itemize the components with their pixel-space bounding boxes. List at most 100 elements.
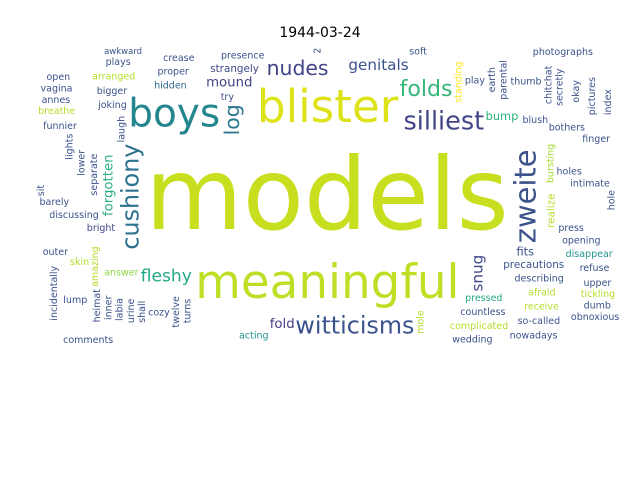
word-vagina: vagina bbox=[41, 84, 73, 95]
chart-title: 1944-03-24 bbox=[279, 25, 361, 41]
word-answer: answer bbox=[104, 268, 138, 279]
word-lights: lights bbox=[65, 134, 76, 160]
word-opening: opening bbox=[562, 235, 600, 246]
word-separate: separate bbox=[89, 154, 100, 196]
word-wedding: wedding bbox=[452, 334, 492, 345]
word-chitchat: chitchat bbox=[544, 65, 555, 104]
word-joking: joking bbox=[97, 100, 127, 111]
word-lump: lump bbox=[63, 295, 87, 306]
word-discussing: discussing bbox=[49, 210, 98, 221]
word-precautions: precautions bbox=[503, 259, 564, 271]
word-zweite: zweite bbox=[508, 149, 542, 243]
word-parental: parental bbox=[499, 60, 510, 100]
word-pressed: pressed bbox=[465, 293, 502, 304]
word-boys: boys bbox=[128, 91, 220, 136]
word-presence: presence bbox=[221, 50, 265, 61]
word-so-called: so-called bbox=[518, 316, 561, 327]
word-disappear: disappear bbox=[566, 249, 613, 260]
word-laugh: laugh bbox=[116, 116, 127, 143]
word-try: try bbox=[221, 92, 235, 103]
word-blister: blister bbox=[257, 80, 399, 133]
word-awkward: awkward bbox=[104, 47, 142, 57]
word-soft: soft bbox=[409, 47, 427, 58]
word-holes: holes bbox=[557, 166, 582, 177]
word-witticisms: witticisms bbox=[295, 311, 414, 339]
word-complicated: complicated bbox=[450, 321, 508, 332]
word-turns: turns bbox=[182, 299, 193, 324]
word-bursting: bursting bbox=[546, 144, 557, 183]
word-2: 2 bbox=[312, 48, 323, 54]
word-incidentally: incidentally bbox=[49, 265, 60, 320]
word-genitals: genitals bbox=[348, 56, 408, 74]
word-refuse: refuse bbox=[580, 263, 610, 274]
word-meaningful: meaningful bbox=[195, 256, 459, 310]
word-urine: urine bbox=[126, 299, 137, 324]
word-finger: finger bbox=[582, 134, 610, 145]
word-realize: realize bbox=[546, 193, 558, 227]
word-receive: receive bbox=[524, 302, 559, 313]
word-describing: describing bbox=[515, 273, 564, 284]
word-photographs: photographs bbox=[533, 47, 593, 58]
word-plays: plays bbox=[106, 57, 131, 68]
word-snug: snug bbox=[469, 255, 487, 292]
word-cozy: cozy bbox=[148, 307, 170, 318]
word-amazing: amazing bbox=[90, 246, 101, 287]
word-arranged: arranged bbox=[92, 72, 135, 83]
word-forgotten: forgotten bbox=[102, 154, 117, 216]
word-lower: lower bbox=[77, 150, 88, 176]
word-bothers: bothers bbox=[549, 123, 585, 134]
word-folds: folds bbox=[400, 76, 453, 102]
word-crease: crease bbox=[163, 53, 195, 64]
word-hole: hole bbox=[607, 190, 618, 210]
word-earth: earth bbox=[487, 67, 498, 92]
word-mound: mound bbox=[206, 75, 252, 90]
word-mole: mole bbox=[415, 310, 426, 334]
word-twelve: twelve bbox=[171, 296, 182, 328]
word-heimat: heimat bbox=[92, 289, 103, 323]
word-bright: bright bbox=[87, 223, 116, 234]
word-open: open bbox=[47, 72, 71, 83]
word-play: play bbox=[465, 75, 485, 86]
word-fleshy: fleshy bbox=[141, 267, 192, 287]
word-intimate: intimate bbox=[570, 178, 610, 189]
word-strangely: strangely bbox=[210, 63, 259, 75]
word-bigger: bigger bbox=[97, 86, 128, 97]
word-nudes: nudes bbox=[267, 56, 329, 80]
word-skin: skin bbox=[70, 257, 89, 268]
word-fits: fits bbox=[517, 244, 535, 258]
word-countless: countless bbox=[460, 307, 505, 318]
word-afraid: afraid bbox=[528, 287, 556, 298]
word-blush: blush bbox=[523, 115, 549, 126]
word-outer: outer bbox=[43, 247, 68, 258]
word-annes: annes bbox=[42, 95, 71, 106]
word-index: index bbox=[603, 89, 614, 115]
word-funnier: funnier bbox=[43, 121, 77, 132]
word-acting: acting bbox=[239, 331, 268, 342]
word-thumb: thumb bbox=[511, 77, 542, 88]
word-models: models bbox=[145, 136, 508, 253]
word-tickling: tickling bbox=[581, 289, 615, 300]
word-standing: standing bbox=[454, 61, 465, 102]
word-breathe: breathe bbox=[38, 106, 75, 117]
word-upper: upper bbox=[584, 278, 612, 289]
word-silliest: silliest bbox=[404, 107, 485, 137]
word-obnoxious: obnoxious bbox=[571, 312, 619, 323]
word-fold: fold bbox=[270, 317, 295, 332]
word-proper: proper bbox=[158, 67, 189, 78]
word-hidden: hidden bbox=[154, 81, 187, 92]
word-shall: shall bbox=[137, 301, 148, 323]
word-barely: barely bbox=[40, 197, 70, 208]
word-inner: inner bbox=[103, 295, 114, 320]
word-cushiony: cushiony bbox=[116, 144, 144, 250]
word-sit: sit bbox=[36, 185, 47, 197]
word-log: log bbox=[220, 104, 244, 135]
word-comments: comments bbox=[63, 335, 113, 346]
word-secretly: secretly bbox=[555, 68, 566, 106]
word-dumb: dumb bbox=[584, 301, 611, 312]
word-bump: bump bbox=[486, 109, 519, 123]
word-labia: labia bbox=[115, 298, 126, 321]
word-pictures: pictures bbox=[587, 77, 598, 115]
word-press: press bbox=[558, 223, 584, 234]
